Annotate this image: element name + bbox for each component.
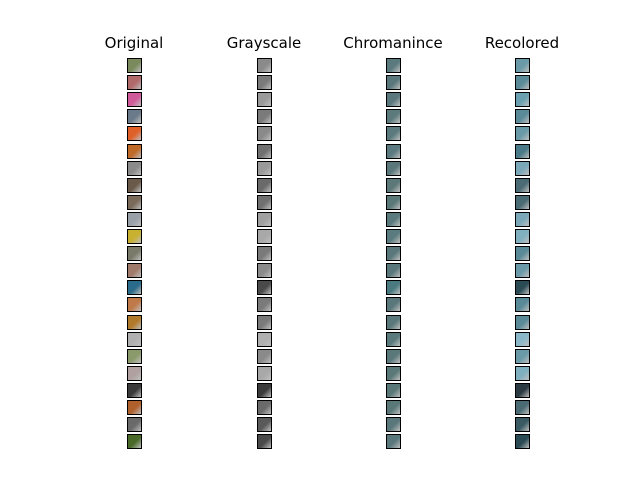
thumbnail-original-20: [127, 383, 142, 398]
thumbnail-original-14: [127, 280, 142, 295]
thumbnail-original-16: [127, 315, 142, 330]
thumbnail-chromanince-4: [386, 109, 401, 124]
thumbnail-recolored-13: [515, 263, 530, 278]
thumbnail-original-17: [127, 332, 142, 347]
thumbnail-chromanince-17: [386, 332, 401, 347]
thumbnail-original-19: [127, 366, 142, 381]
thumbnail-recolored-22: [515, 417, 530, 432]
thumbnail-original-6: [127, 144, 142, 159]
thumbnail-recolored-20: [515, 383, 530, 398]
thumbnail-grayscale-7: [257, 161, 272, 176]
thumbnail-recolored-8: [515, 178, 530, 193]
thumbnail-original-8: [127, 178, 142, 193]
thumbnail-chromanince-23: [386, 434, 401, 449]
thumbnail-grayscale-16: [257, 315, 272, 330]
thumbnail-grayscale-5: [257, 126, 272, 141]
thumbnail-chromanince-19: [386, 366, 401, 381]
thumbnail-chromanince-22: [386, 417, 401, 432]
thumbnail-grayscale-22: [257, 417, 272, 432]
thumbnail-chromanince-12: [386, 246, 401, 261]
thumbnail-original-1: [127, 58, 142, 73]
thumbnail-chromanince-9: [386, 195, 401, 210]
thumbnail-recolored-2: [515, 75, 530, 90]
thumbnail-grayscale-13: [257, 263, 272, 278]
thumbnail-grayscale-19: [257, 366, 272, 381]
thumbnail-recolored-4: [515, 109, 530, 124]
thumbnail-grayscale-10: [257, 212, 272, 227]
thumbnail-recolored-1: [515, 58, 530, 73]
thumbnail-grayscale-11: [257, 229, 272, 244]
thumbnail-grayscale-21: [257, 400, 272, 415]
thumbnail-recolored-11: [515, 229, 530, 244]
thumbnail-grayscale-4: [257, 109, 272, 124]
thumbnail-recolored-21: [515, 400, 530, 415]
thumbnail-chromanince-2: [386, 75, 401, 90]
thumbnail-recolored-17: [515, 332, 530, 347]
thumbnail-original-11: [127, 229, 142, 244]
thumbnail-recolored-6: [515, 144, 530, 159]
thumbnail-grayscale-8: [257, 178, 272, 193]
thumbnail-grayscale-14: [257, 280, 272, 295]
thumbnail-recolored-3: [515, 92, 530, 107]
thumbnail-recolored-14: [515, 280, 530, 295]
thumbnail-recolored-15: [515, 297, 530, 312]
thumbnail-chromanince-6: [386, 144, 401, 159]
thumbnail-chromanince-8: [386, 178, 401, 193]
thumbnail-grayscale-9: [257, 195, 272, 210]
thumbnail-grayscale-12: [257, 246, 272, 261]
thumbnail-recolored-7: [515, 161, 530, 176]
thumbnail-recolored-18: [515, 349, 530, 364]
thumbnail-recolored-10: [515, 212, 530, 227]
thumbnail-chromanince-5: [386, 126, 401, 141]
thumbnail-chromanince-13: [386, 263, 401, 278]
thumbnail-original-23: [127, 434, 142, 449]
thumbnail-grayscale-20: [257, 383, 272, 398]
thumbnail-chromanince-1: [386, 58, 401, 73]
thumbnail-chromanince-20: [386, 383, 401, 398]
thumbnail-chromanince-15: [386, 297, 401, 312]
thumbnail-original-5: [127, 126, 142, 141]
column-title-grayscale: Grayscale: [226, 34, 302, 52]
thumbnail-chromanince-14: [386, 280, 401, 295]
thumbnail-grayscale-23: [257, 434, 272, 449]
thumbnail-original-9: [127, 195, 142, 210]
thumbnail-chromanince-7: [386, 161, 401, 176]
thumbnail-grayscale-3: [257, 92, 272, 107]
thumbnail-grayscale-18: [257, 349, 272, 364]
thumbnail-original-13: [127, 263, 142, 278]
thumbnail-original-10: [127, 212, 142, 227]
thumbnail-recolored-23: [515, 434, 530, 449]
thumbnail-original-21: [127, 400, 142, 415]
thumbnail-chromanince-10: [386, 212, 401, 227]
column-title-recolored: Recolored: [484, 34, 560, 52]
thumbnail-grayscale-6: [257, 144, 272, 159]
thumbnail-original-15: [127, 297, 142, 312]
thumbnail-grayscale-1: [257, 58, 272, 73]
thumbnail-recolored-12: [515, 246, 530, 261]
thumbnail-original-2: [127, 75, 142, 90]
thumbnail-chromanince-16: [386, 315, 401, 330]
thumbnail-original-3: [127, 92, 142, 107]
thumbnail-chromanince-18: [386, 349, 401, 364]
thumbnail-original-22: [127, 417, 142, 432]
thumbnail-original-7: [127, 161, 142, 176]
thumbnail-original-18: [127, 349, 142, 364]
thumbnail-original-4: [127, 109, 142, 124]
thumbnail-chromanince-11: [386, 229, 401, 244]
thumbnail-grayscale-17: [257, 332, 272, 347]
thumbnail-recolored-5: [515, 126, 530, 141]
thumbnail-original-12: [127, 246, 142, 261]
thumbnail-recolored-19: [515, 366, 530, 381]
column-title-chrominance: Chromanince: [343, 34, 443, 52]
thumbnail-chromanince-21: [386, 400, 401, 415]
column-title-original: Original: [104, 34, 164, 52]
thumbnail-recolored-9: [515, 195, 530, 210]
thumbnail-grayscale-2: [257, 75, 272, 90]
thumbnail-recolored-16: [515, 315, 530, 330]
thumbnail-grayscale-15: [257, 297, 272, 312]
thumbnail-chromanince-3: [386, 92, 401, 107]
